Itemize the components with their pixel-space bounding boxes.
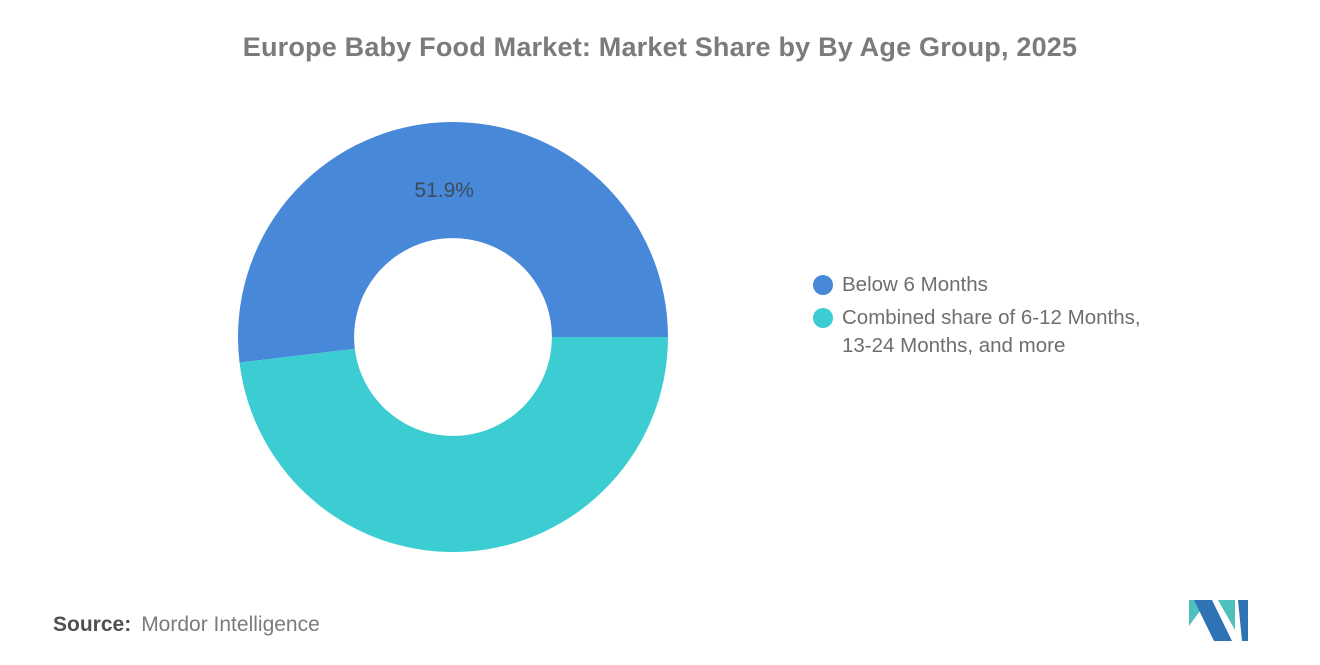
legend-label: Below 6 Months [842, 273, 988, 296]
pie-slice-1[interactable] [239, 337, 668, 553]
legend-item-below-6-months[interactable]: Below 6 Months [813, 271, 1141, 299]
chart-title: Europe Baby Food Market: Market Share by… [242, 32, 1078, 62]
legend-label: Combined share of 6-12 Months, 13-24 Mon… [842, 306, 1141, 357]
source-value: Mordor Intelligence [141, 613, 320, 636]
source-line: Source: Mordor Intelligence [53, 613, 320, 637]
legend-swatch-teal-icon [813, 308, 833, 328]
logo-shape-blue-band [1194, 600, 1232, 641]
slice-data-label: 51.9% [414, 179, 474, 202]
logo-shape-teal-right [1218, 600, 1235, 630]
legend-swatch-blue-icon [813, 275, 833, 295]
legend: Below 6 Months Combined share of 6-12 Mo… [813, 271, 1141, 365]
legend-item-combined-share[interactable]: Combined share of 6-12 Months, 13-24 Mon… [813, 304, 1141, 360]
logo-shape-blue-bar [1238, 600, 1248, 641]
source-label: Source: [53, 613, 132, 636]
mordor-intelligence-logo [1189, 600, 1248, 641]
donut-chart: 51.9% [237, 122, 668, 553]
pie-slice-0[interactable] [237, 122, 668, 363]
